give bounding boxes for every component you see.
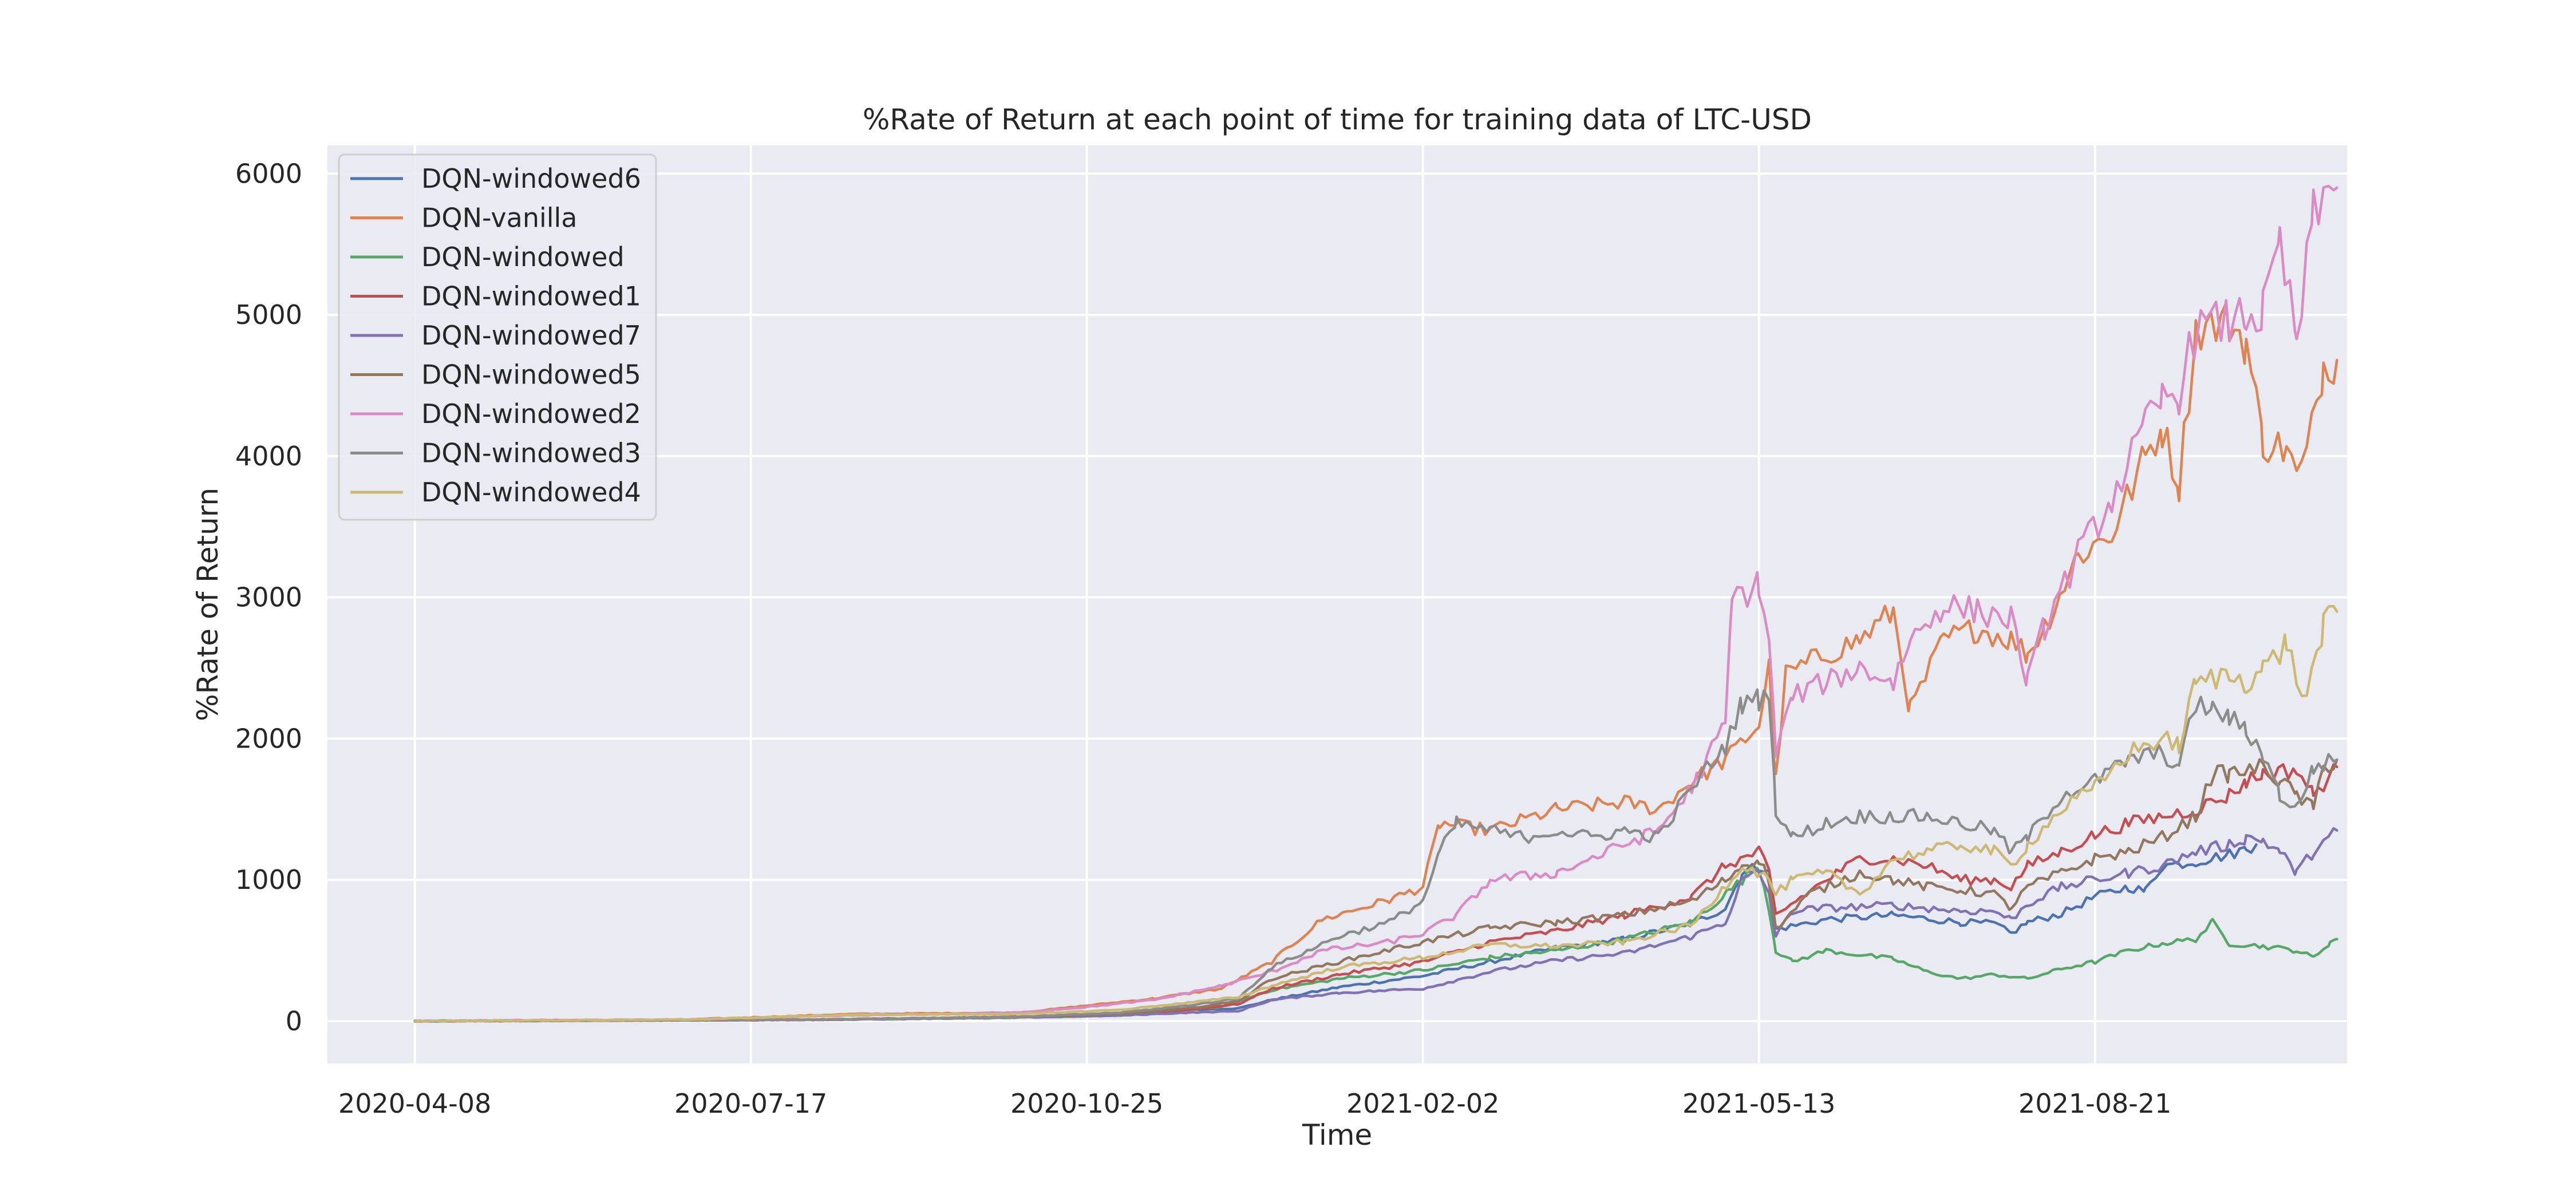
legend-label: DQN-windowed1	[421, 281, 641, 312]
y-tick-label: 4000	[235, 441, 302, 472]
chart-title: %Rate of Return at each point of time fo…	[863, 103, 1812, 136]
legend-label: DQN-windowed5	[421, 359, 641, 390]
legend-label: DQN-windowed7	[421, 320, 641, 351]
y-tick-label: 5000	[235, 299, 302, 330]
x-tick-label: 2021-02-02	[1346, 1088, 1499, 1119]
y-tick-label: 6000	[235, 158, 302, 189]
legend-label: DQN-windowed6	[421, 163, 641, 194]
x-tick-label: 2021-08-21	[2018, 1088, 2171, 1119]
y-tick-label: 2000	[235, 723, 302, 754]
x-tick-label: 2020-04-08	[338, 1088, 491, 1119]
legend-label: DQN-windowed2	[421, 398, 641, 429]
legend-label: DQN-vanilla	[421, 203, 578, 234]
y-tick-label: 0	[286, 1006, 302, 1037]
x-tick-label: 2020-07-17	[674, 1088, 827, 1119]
series-lines	[413, 184, 2338, 1023]
y-tick-label: 1000	[235, 864, 302, 895]
y-tick-label: 3000	[235, 582, 302, 613]
legend-label: DQN-windowed	[421, 242, 625, 272]
legend-box	[338, 153, 657, 521]
series-line-dqn-windowed3	[413, 688, 2338, 1023]
x-tick-label: 2021-05-13	[1682, 1088, 1835, 1119]
x-tick-label: 2020-10-25	[1010, 1088, 1163, 1119]
y-axis-label: %Rate of Return	[191, 488, 224, 721]
x-axis-ticks: 2020-04-08 2020-07-17 2020-10-25 2021-02-02…	[338, 1088, 2171, 1119]
legend: DQN-windowed6 DQN-vanilla DQN-windowed DQN-…	[338, 153, 657, 521]
legend-label: DQN-windowed4	[421, 477, 641, 508]
y-axis-ticks: 0 1000 2000 3000 4000 5000 6000	[235, 158, 302, 1037]
x-axis-label: Time	[1302, 1118, 1372, 1152]
legend-label: DQN-windowed3	[421, 438, 641, 469]
series-line-dqn-windowed4	[413, 604, 2338, 1023]
